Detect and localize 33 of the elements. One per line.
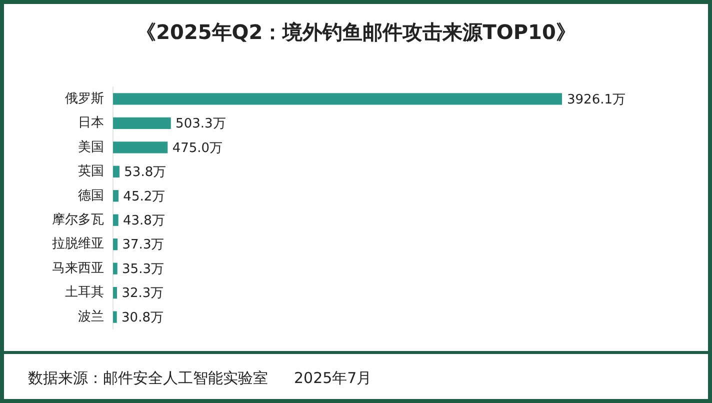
y-tick-label: 土耳其 [65,285,104,300]
data-label: 475.0万 [172,140,223,156]
bar [113,93,562,105]
data-label: 32.3万 [122,286,164,302]
y-tick-label: 波兰 [78,309,104,324]
bar [113,214,118,226]
bar [113,117,171,129]
chart-title: 《2025年Q2：境外钓鱼邮件攻击来源TOP10》 [135,20,577,44]
y-tick-label: 美国 [78,138,104,155]
y-tick-label: 德国 [78,188,104,204]
data-label: 30.8万 [122,310,164,326]
bar [113,142,168,154]
bar [113,238,118,250]
source-note: 数据来源：邮件安全人工智能实验室 [28,368,268,388]
text: 2025年7月 [294,368,372,388]
y-tick-label: 马来西亚 [52,260,104,276]
data-label: 35.3万 [122,262,164,277]
bar [113,287,118,299]
data-label: 3926.1万 [567,92,626,108]
y-tick-label: 俄罗斯 [65,91,104,106]
data-label: 45.2万 [123,189,166,204]
data-label: 503.3万 [176,116,226,132]
bar [113,190,118,202]
y-tick-label: 摩尔多瓦 [52,212,104,228]
bar [113,262,118,274]
data-label: 53.8万 [124,165,166,180]
bar [113,166,120,178]
bar [113,311,117,323]
y-tick-label: 日本 [78,116,104,131]
data-label: 37.3万 [122,238,164,253]
y-tick-label: 英国 [78,164,104,180]
y-tick-label: 拉脱维亚 [52,236,104,252]
data-label: 43.8万 [123,213,165,228]
